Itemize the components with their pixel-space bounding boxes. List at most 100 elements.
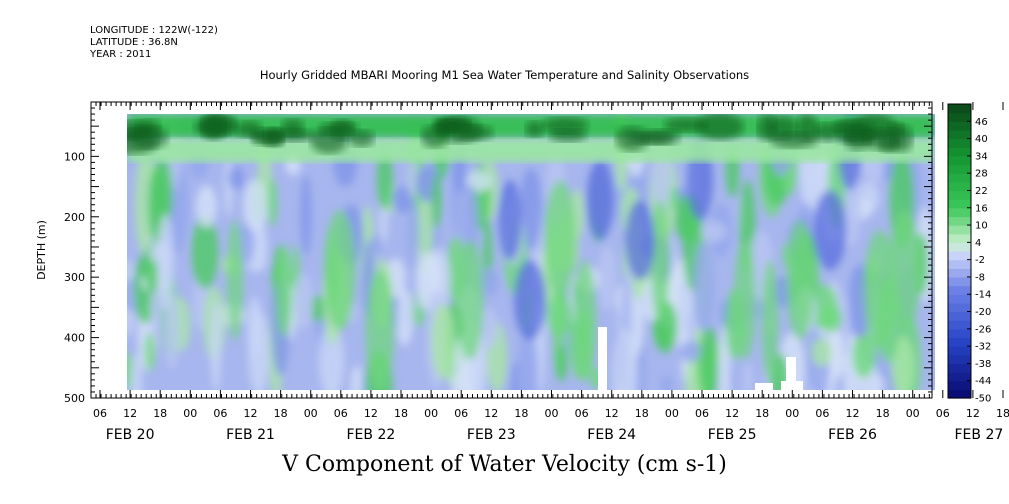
heat-cell	[698, 326, 720, 390]
x-hour-tick-label: 06	[815, 407, 829, 420]
x-date-label: FEB 27	[955, 427, 1004, 443]
x-date-label: FEB 26	[828, 427, 877, 443]
colorbar-label: -44	[975, 376, 991, 387]
heat-cell	[134, 154, 153, 254]
x-hour-tick-label: 12	[484, 407, 498, 420]
colorbar-segment	[948, 363, 971, 373]
x-hour-tick-label: 12	[123, 407, 137, 420]
heat-cell	[392, 185, 413, 214]
heat-cell	[852, 331, 876, 379]
heat-cell	[196, 185, 217, 228]
x-hour-tick-label: 12	[364, 407, 378, 420]
heat-cell	[819, 304, 842, 333]
heat-cell	[734, 240, 756, 360]
x-axis-label: V Component of Water Velocity (cm s-1)	[282, 452, 727, 477]
colorbar-segment	[948, 112, 971, 122]
colorbar-segment	[948, 380, 971, 390]
colorbar-label: 22	[975, 186, 988, 197]
colorbar-segment	[948, 259, 971, 269]
colorbar-segment	[948, 294, 971, 304]
heat-cell	[309, 295, 326, 322]
longitude-label: LONGITUDE : 122W(-122)	[90, 25, 218, 36]
colorbar-segment	[948, 104, 971, 114]
colorbar-segment	[948, 164, 971, 174]
heat-cell	[598, 245, 616, 312]
colorbar-segment	[948, 155, 971, 166]
heat-cell	[348, 129, 375, 148]
heat-cell	[276, 244, 292, 337]
colorbar-segment	[948, 199, 971, 209]
heat-cell	[370, 233, 383, 254]
colorbar-label: 10	[975, 221, 988, 232]
colorbar-segment	[948, 129, 971, 140]
x-date-label: FEB 20	[106, 427, 155, 443]
heat-cell	[743, 361, 753, 390]
colorbar-segment	[948, 233, 971, 243]
heat-cell	[829, 330, 846, 380]
heat-cell	[454, 124, 494, 141]
colorbar-label: -50	[975, 394, 991, 405]
colorbar-segment	[948, 302, 971, 313]
y-axis-label: DEPTH (m)	[35, 220, 48, 280]
colorbar-segment	[948, 251, 971, 261]
heat-cell	[786, 220, 814, 340]
heat-cell	[650, 200, 670, 320]
heat-cell	[164, 293, 180, 369]
x-hour-tick-label: 00	[785, 407, 799, 420]
colorbar-label: -2	[975, 255, 985, 266]
x-hour-tick-label: 12	[846, 407, 860, 420]
x-hour-tick-label: 00	[424, 407, 438, 420]
heat-cell	[350, 365, 363, 390]
chart-title: Hourly Gridded MBARI Mooring M1 Sea Wate…	[259, 68, 750, 82]
x-hour-tick-label: 12	[605, 407, 619, 420]
heat-cell	[210, 300, 222, 390]
colorbar-label: 40	[975, 134, 988, 145]
colorbar-segment	[948, 216, 971, 226]
heat-cell	[365, 270, 395, 390]
heat-cell	[281, 118, 305, 137]
heat-cell	[513, 260, 547, 340]
heat-cell	[586, 160, 614, 240]
y-tick-label: 300	[64, 271, 85, 284]
x-hour-tick-label: 06	[695, 407, 709, 420]
heat-cell	[547, 291, 572, 338]
heat-cell	[396, 288, 414, 346]
colorbar-label: -26	[975, 324, 991, 335]
colorbar-segment	[948, 242, 971, 252]
heat-cell	[862, 127, 904, 151]
heat-cell	[431, 303, 455, 379]
colorbar-segment	[948, 346, 971, 356]
heat-cell	[300, 174, 312, 256]
heat-cell	[226, 220, 244, 340]
colorbar-segment	[948, 190, 971, 200]
colorbar-segment	[948, 138, 971, 148]
colorbar-segment	[948, 328, 971, 339]
heat-cell	[813, 122, 841, 143]
colorbar-segment	[948, 311, 971, 321]
heat-cell	[679, 340, 702, 363]
heat-cell	[431, 173, 442, 229]
colorbar: 46 40 34 28 22 16 10 4 -2 -8 -14 -20 -26 -32 -38 -44 -50	[947, 103, 991, 405]
heat-cell	[157, 213, 174, 311]
y-tick-label: 100	[64, 150, 85, 163]
heat-cell	[696, 114, 744, 141]
x-hour-tick-label: 06	[93, 407, 107, 420]
heat-cell	[864, 230, 896, 350]
heat-cell	[324, 210, 356, 330]
colorbar-label: 46	[975, 117, 988, 128]
x-hour-tick-label: 18	[274, 407, 288, 420]
x-hour-tick-label: 06	[575, 407, 589, 420]
heat-cell	[519, 167, 542, 250]
colorbar-label: 16	[975, 203, 988, 214]
colorbar-label: -20	[975, 307, 991, 318]
year-label: YEAR : 2011	[90, 49, 152, 60]
heat-cell	[150, 281, 160, 338]
heat-cell	[235, 120, 263, 139]
heat-cell	[243, 179, 268, 232]
y-tick-label: 200	[64, 211, 85, 224]
colorbar-label: 28	[975, 169, 988, 180]
heat-cell	[263, 127, 285, 148]
x-hour-tick-label: 12	[966, 407, 980, 420]
colorbar-segment	[948, 285, 971, 295]
